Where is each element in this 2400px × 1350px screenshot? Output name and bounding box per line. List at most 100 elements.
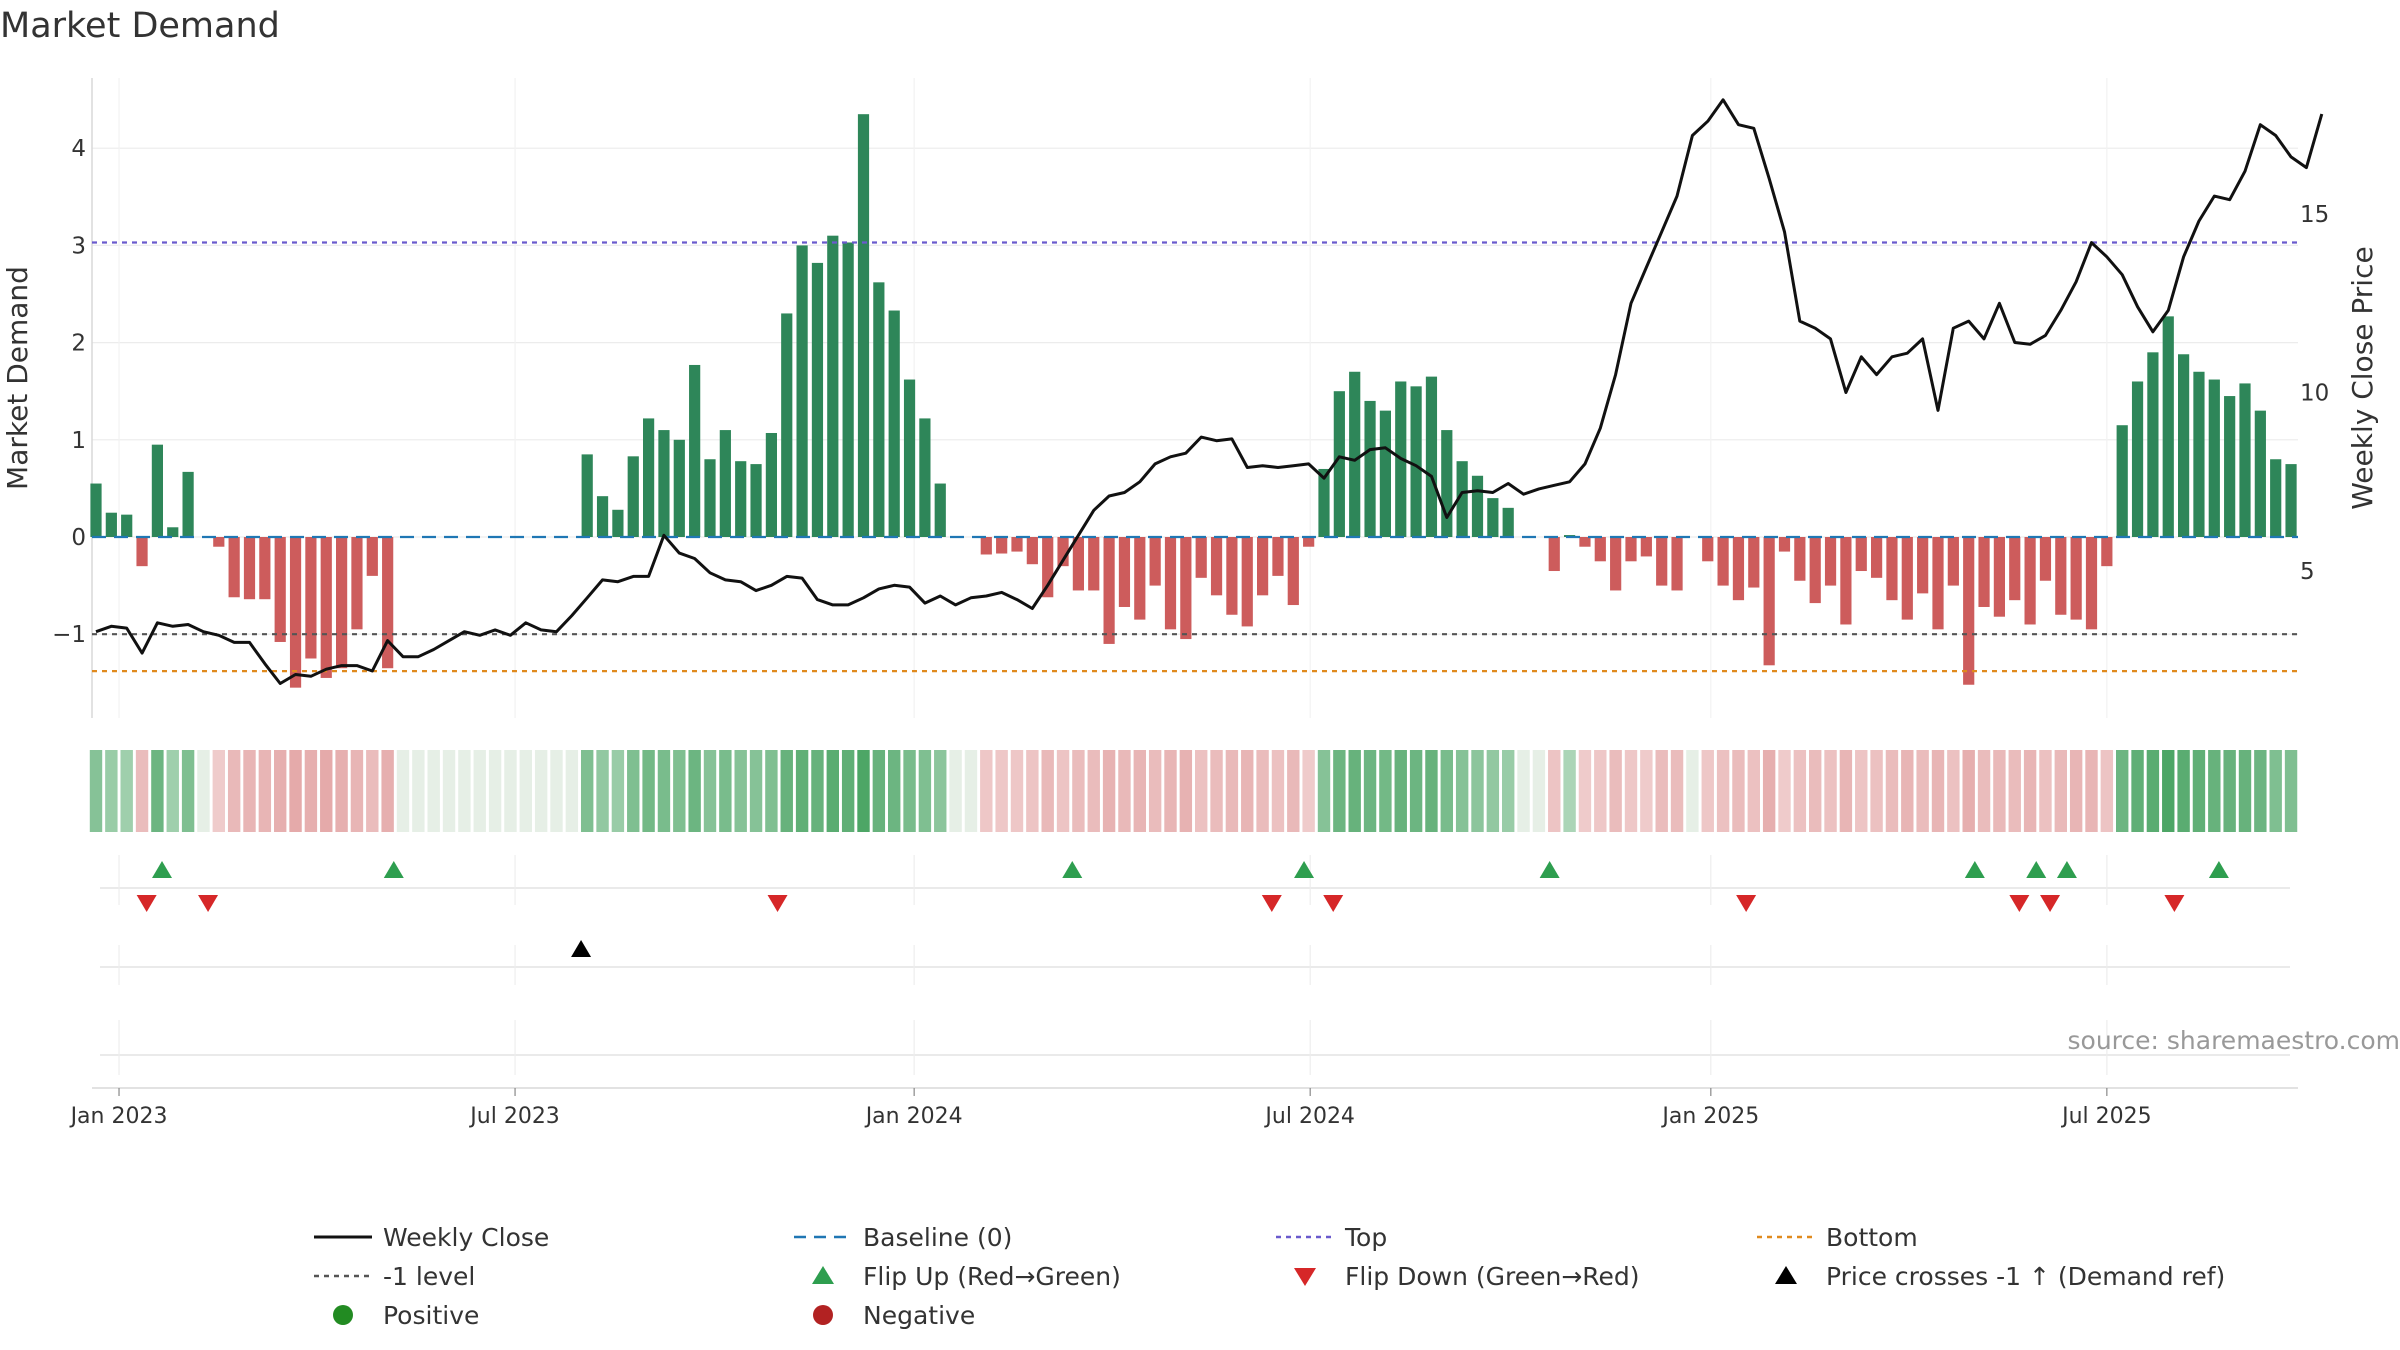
strip-cell — [611, 750, 625, 832]
demand-heat-strip — [89, 750, 2298, 832]
strip-cell — [1824, 750, 1837, 832]
strip-cell — [1655, 750, 1668, 832]
strip-cell — [673, 750, 686, 832]
demand-bar-negative — [1226, 537, 1238, 615]
demand-bar-negative — [228, 537, 240, 598]
x-axis: Jan 2023 Jul 2023 Jan 2024 Jul 2024 Jan 2025… — [69, 1088, 2152, 1129]
strip-cell — [565, 750, 579, 832]
strip-cell — [1010, 750, 1024, 832]
strip-cell — [795, 750, 809, 832]
strip-cell — [642, 750, 655, 832]
strip-cell — [1455, 750, 1469, 832]
demand-bar-negative — [1011, 537, 1023, 552]
strip-cell — [258, 750, 272, 832]
strip-cell — [1793, 750, 1807, 832]
strip-cell — [1732, 750, 1745, 832]
demand-bar-negative — [2055, 537, 2067, 615]
strip-cell — [1855, 750, 1868, 832]
flip-down-marker — [198, 895, 219, 912]
demand-bar-negative — [351, 537, 363, 630]
strip-cell — [980, 750, 993, 832]
strip-cell — [1885, 750, 1899, 832]
strip-cell — [2238, 750, 2252, 832]
demand-bar-positive — [627, 456, 639, 537]
strip-cell — [1762, 750, 1776, 832]
y-tick-label: 3 — [71, 233, 86, 259]
demand-bar-positive — [121, 514, 133, 537]
demand-bar-positive — [2178, 354, 2190, 537]
strip-cell — [488, 750, 502, 832]
signal-rows — [92, 855, 2298, 1089]
strip-cell — [1210, 750, 1223, 832]
strip-cell — [1502, 750, 1515, 832]
legend-circle-icon — [813, 1305, 833, 1325]
demand-bar-negative — [2085, 537, 2098, 630]
strip-cell — [1363, 750, 1377, 832]
strip-cell — [1716, 750, 1730, 832]
demand-bar-positive — [596, 496, 609, 537]
legend-item: -1 level — [314, 1262, 475, 1291]
strip-cell — [1563, 750, 1576, 832]
y-tick-label: 1 — [71, 428, 86, 454]
demand-bar-positive — [2147, 352, 2159, 537]
strip-cell — [1256, 750, 1269, 832]
legend-circle-icon — [333, 1305, 353, 1325]
strip-cell — [627, 750, 640, 832]
strip-cell — [1931, 750, 1945, 832]
legend-triangle-up-icon — [1775, 1266, 1797, 1284]
demand-bar-negative — [1656, 537, 1668, 586]
flip-down-marker — [136, 895, 157, 912]
flip-up-marker — [2026, 861, 2047, 878]
strip-cell — [1118, 750, 1131, 832]
demand-bar-negative — [1103, 537, 1115, 644]
demand-bar-negative — [2070, 537, 2082, 620]
legend-item: Price crosses -1 ↑ (Demand ref) — [1775, 1262, 2225, 1291]
demand-bar-positive — [1502, 507, 1514, 537]
demand-bar-positive — [105, 512, 117, 537]
strip-cell — [1041, 750, 1054, 832]
y-tick-label: 0 — [71, 525, 86, 551]
demand-bar-negative — [1993, 537, 2005, 617]
strip-cell — [1486, 750, 1500, 832]
strip-cell — [2100, 750, 2114, 832]
strip-cell — [1870, 750, 1883, 832]
strip-cell — [197, 750, 210, 832]
strip-cell — [2039, 750, 2052, 832]
demand-bar-negative — [1901, 537, 1913, 620]
demand-bar-positive — [811, 262, 824, 537]
legend-item: Negative — [813, 1301, 975, 1330]
demand-bar-positive — [827, 235, 839, 537]
strip-cell — [1640, 750, 1653, 832]
strip-cell — [1901, 750, 1914, 832]
y2-tick-label: 15 — [2300, 202, 2329, 228]
strip-cell — [765, 750, 778, 832]
legend-label: Negative — [863, 1301, 975, 1330]
strip-cell — [1195, 750, 1208, 832]
y2-tick-label: 5 — [2300, 559, 2315, 585]
demand-bar-negative — [1287, 537, 1299, 606]
demand-bar-negative — [1026, 537, 1038, 565]
strip-cell — [105, 750, 118, 832]
strip-cell — [1425, 750, 1438, 832]
grid — [91, 78, 2298, 718]
flip-up-marker — [1294, 861, 1315, 878]
strip-cell — [1993, 750, 2006, 832]
legend-label: Top — [1344, 1223, 1387, 1252]
strip-cell — [274, 750, 287, 832]
y2-axis-label: Weekly Close Price — [2346, 246, 2379, 509]
demand-bar-negative — [1257, 537, 1269, 596]
strip-cell — [703, 750, 717, 832]
demand-bar-negative — [1548, 537, 1560, 572]
strip-cell — [1609, 750, 1622, 832]
demand-bar-negative — [1809, 537, 1821, 604]
strip-cell — [1072, 750, 1085, 832]
strip-cell — [1056, 750, 1070, 832]
strip-cell — [550, 750, 563, 832]
demand-bar-negative — [320, 537, 332, 678]
strip-cell — [181, 750, 195, 832]
demand-bar-negative — [1840, 537, 1852, 625]
strip-cell — [1241, 750, 1254, 832]
strip-cell — [2131, 750, 2144, 832]
strip-cell — [903, 750, 916, 832]
strip-cell — [1225, 750, 1239, 832]
